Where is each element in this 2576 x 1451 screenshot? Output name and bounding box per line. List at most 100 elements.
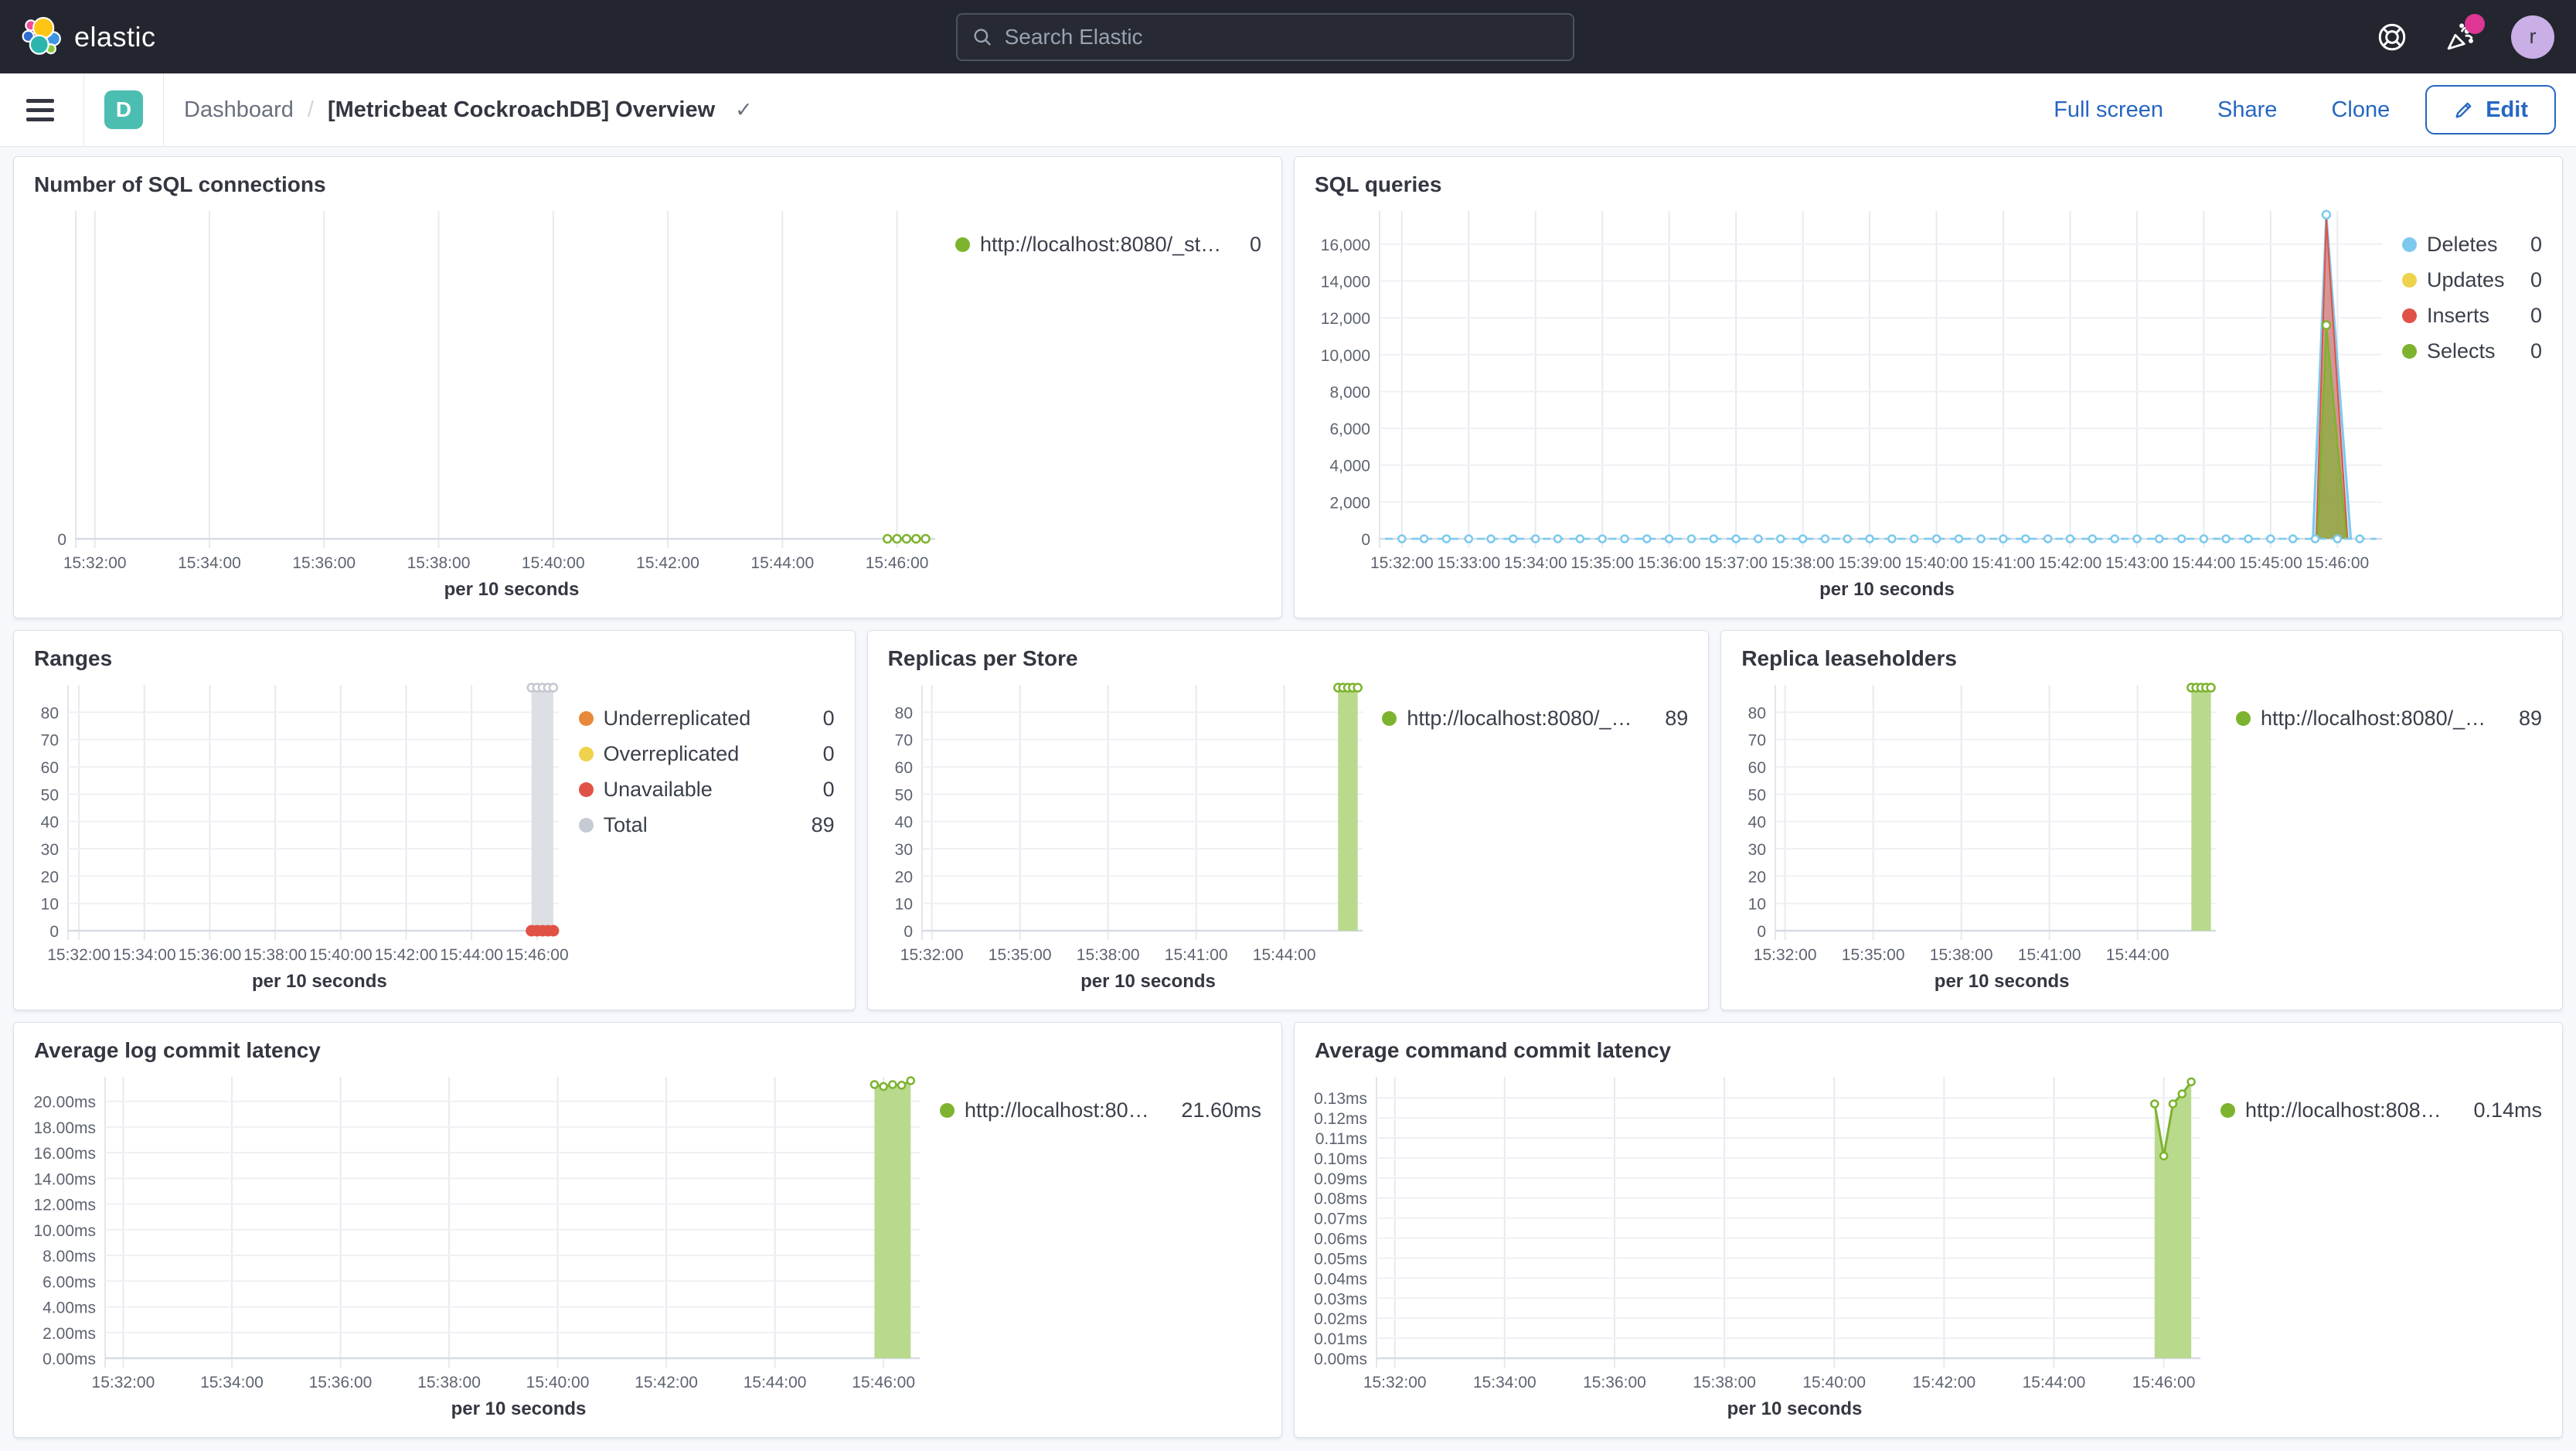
legend-dot-icon	[578, 747, 594, 761]
svg-text:0.00ms: 0.00ms	[43, 1351, 96, 1368]
legend-item[interactable]: Deletes 0	[2401, 233, 2542, 257]
svg-text:15:44:00: 15:44:00	[2106, 946, 2169, 964]
svg-text:0.01ms: 0.01ms	[1314, 1330, 1367, 1348]
elastic-logo[interactable]: elastic	[22, 16, 156, 57]
title-check-icon[interactable]: ✓	[735, 97, 753, 121]
legend-label: http://localhost:8080/_sta...	[2260, 707, 2493, 730]
legend: http://localhost:8080/_sta... 89	[1374, 674, 1699, 1005]
svg-text:18.00ms: 18.00ms	[33, 1119, 96, 1137]
news-button[interactable]	[2443, 13, 2485, 54]
global-search[interactable]	[956, 12, 1575, 61]
legend-item[interactable]: Inserts 0	[2401, 304, 2542, 328]
full-screen-button[interactable]: Full screen	[2054, 97, 2164, 122]
svg-text:8.00ms: 8.00ms	[43, 1248, 96, 1265]
user-avatar[interactable]: r	[2510, 15, 2554, 59]
legend-value: 0	[2530, 304, 2542, 327]
svg-text:6,000: 6,000	[1329, 421, 1370, 438]
svg-text:15:42:00: 15:42:00	[2039, 554, 2102, 572]
svg-text:10: 10	[1748, 896, 1766, 914]
svg-text:15:34:00: 15:34:00	[1504, 554, 1567, 572]
legend-item[interactable]: Total 89	[578, 813, 835, 837]
x-axis-title: per 10 seconds	[1934, 971, 2070, 992]
svg-text:10,000: 10,000	[1321, 347, 1370, 365]
x-axis-title: per 10 seconds	[251, 971, 387, 992]
clone-button[interactable]: Clone	[2331, 97, 2391, 122]
share-button[interactable]: Share	[2217, 97, 2278, 122]
help-button[interactable]	[2375, 20, 2409, 54]
svg-text:60: 60	[41, 759, 59, 777]
legend-item[interactable]: http://localhost:8080... 0.14ms	[2220, 1098, 2542, 1122]
svg-text:15:34:00: 15:34:00	[200, 1374, 264, 1391]
svg-text:15:46:00: 15:46:00	[866, 554, 929, 572]
svg-text:15:38:00: 15:38:00	[417, 1374, 481, 1391]
svg-text:15:32:00: 15:32:00	[1754, 946, 1817, 964]
legend-item[interactable]: Selects 0	[2401, 339, 2542, 363]
dashboard-toolbar: D Dashboard / [Metricbeat CockroachDB] O…	[0, 73, 2576, 147]
legend-item[interactable]: Unavailable 0	[578, 778, 835, 802]
svg-text:70: 70	[41, 732, 59, 750]
legend-item[interactable]: http://localhost:8080/_stat... 0	[955, 233, 1261, 257]
chart-canvas: 15:32:00 15:33:00 15:34:00 15:35:00 15:36:00…	[1321, 209, 2382, 572]
command-commit-latency-chart[interactable]: 15:32:00 15:34:00 15:36:00 15:38:00 15:40:00…	[1299, 1066, 2213, 1398]
legend: Deletes 0 Updates 0 Inserts 0 Selects 0	[2394, 200, 2553, 613]
svg-text:14,000: 14,000	[1321, 274, 1370, 291]
legend-dot-icon	[2401, 273, 2417, 288]
legend-value: 0	[1249, 233, 1261, 256]
legend-item[interactable]: http://localhost:808... 21.60ms	[939, 1098, 1261, 1122]
x-axis-title: per 10 seconds	[1080, 971, 1216, 992]
svg-text:15:44:00: 15:44:00	[440, 946, 503, 964]
legend-item[interactable]: Updates 0	[2401, 268, 2542, 292]
sql-connections-chart[interactable]: 15:32:00 15:34:00 15:36:00 15:38:00 15:40:00…	[19, 200, 948, 579]
dashboard-app-badge[interactable]: D	[104, 90, 143, 129]
svg-text:60: 60	[894, 759, 912, 777]
legend-label: Selects	[2426, 339, 2496, 363]
edit-button[interactable]: Edit	[2425, 85, 2556, 135]
chart-canvas: 15:32:00 15:34:00 15:36:00 15:38:00 15:40:00…	[33, 1076, 920, 1391]
legend-value: 21.60ms	[1181, 1098, 1261, 1122]
svg-text:15:46:00: 15:46:00	[2132, 1374, 2196, 1391]
legend-item[interactable]: Underreplicated 0	[578, 707, 835, 731]
svg-text:15:44:00: 15:44:00	[750, 554, 814, 572]
replica-leaseholders-chart[interactable]: 15:32:00 15:35:00 15:38:00 15:41:00 15:44:00…	[1726, 674, 2228, 971]
ranges-chart[interactable]: 15:32:00 15:34:00 15:36:00 15:38:00 15:40:00…	[19, 674, 571, 971]
chart-canvas: 15:32:00 15:34:00 15:36:00 15:38:00 15:40:00…	[57, 211, 935, 572]
svg-text:16,000: 16,000	[1321, 237, 1370, 254]
legend-item[interactable]: http://localhost:8080/_sta... 89	[2235, 707, 2542, 731]
svg-text:15:35:00: 15:35:00	[988, 946, 1051, 964]
panel-replica-leaseholders: Replica leaseholders 15:32:00 15:35:00 15:…	[1720, 630, 2563, 1010]
svg-text:15:36:00: 15:36:00	[1638, 554, 1701, 572]
svg-text:15:38:00: 15:38:00	[407, 554, 471, 572]
legend-value: 0	[2530, 339, 2542, 363]
svg-text:0: 0	[1758, 923, 1767, 941]
chart-canvas: 15:32:00 15:34:00 15:36:00 15:38:00 15:40:00…	[41, 683, 569, 964]
edit-button-label: Edit	[2486, 97, 2528, 122]
legend-item[interactable]: Overreplicated 0	[578, 742, 835, 766]
avatar-initial: r	[2529, 25, 2537, 48]
svg-text:10.00ms: 10.00ms	[33, 1222, 96, 1240]
svg-text:40: 40	[1748, 814, 1766, 832]
svg-text:30: 30	[894, 841, 912, 859]
svg-text:0.13ms: 0.13ms	[1314, 1090, 1367, 1108]
dashboard-grid: Number of SQL connections 15:32:00 15:34:…	[0, 147, 2576, 1438]
svg-text:70: 70	[894, 732, 912, 750]
legend-dot-icon	[2401, 308, 2417, 323]
search-input[interactable]	[1004, 24, 1560, 49]
svg-text:8,000: 8,000	[1329, 383, 1370, 401]
menu-button[interactable]	[17, 94, 63, 126]
legend: http://localhost:8080/_sta... 89	[2228, 674, 2553, 1005]
top-header-bar: elastic r	[0, 0, 2576, 73]
legend-label: http://localhost:8080/_sta...	[1407, 707, 1640, 730]
svg-text:15:37:00: 15:37:00	[1704, 554, 1768, 572]
svg-text:0.02ms: 0.02ms	[1314, 1310, 1367, 1328]
svg-text:15:32:00: 15:32:00	[1370, 554, 1434, 572]
breadcrumb-dashboard[interactable]: Dashboard	[184, 97, 294, 122]
log-commit-latency-chart[interactable]: 15:32:00 15:34:00 15:36:00 15:38:00 15:40:00…	[19, 1066, 932, 1398]
replicas-per-store-chart[interactable]: 15:32:00 15:35:00 15:38:00 15:41:00 15:44:00…	[873, 674, 1375, 971]
svg-text:0.08ms: 0.08ms	[1314, 1190, 1367, 1208]
svg-text:15:40:00: 15:40:00	[526, 1374, 590, 1391]
svg-text:2,000: 2,000	[1329, 494, 1370, 512]
sql-queries-chart[interactable]: 15:32:00 15:33:00 15:34:00 15:35:00 15:36:00…	[1299, 200, 2394, 579]
chart-canvas: 15:32:00 15:34:00 15:36:00 15:38:00 15:40:00…	[1314, 1077, 2200, 1391]
legend-item[interactable]: http://localhost:8080/_sta... 89	[1382, 707, 1688, 731]
svg-text:0.12ms: 0.12ms	[1314, 1110, 1367, 1128]
